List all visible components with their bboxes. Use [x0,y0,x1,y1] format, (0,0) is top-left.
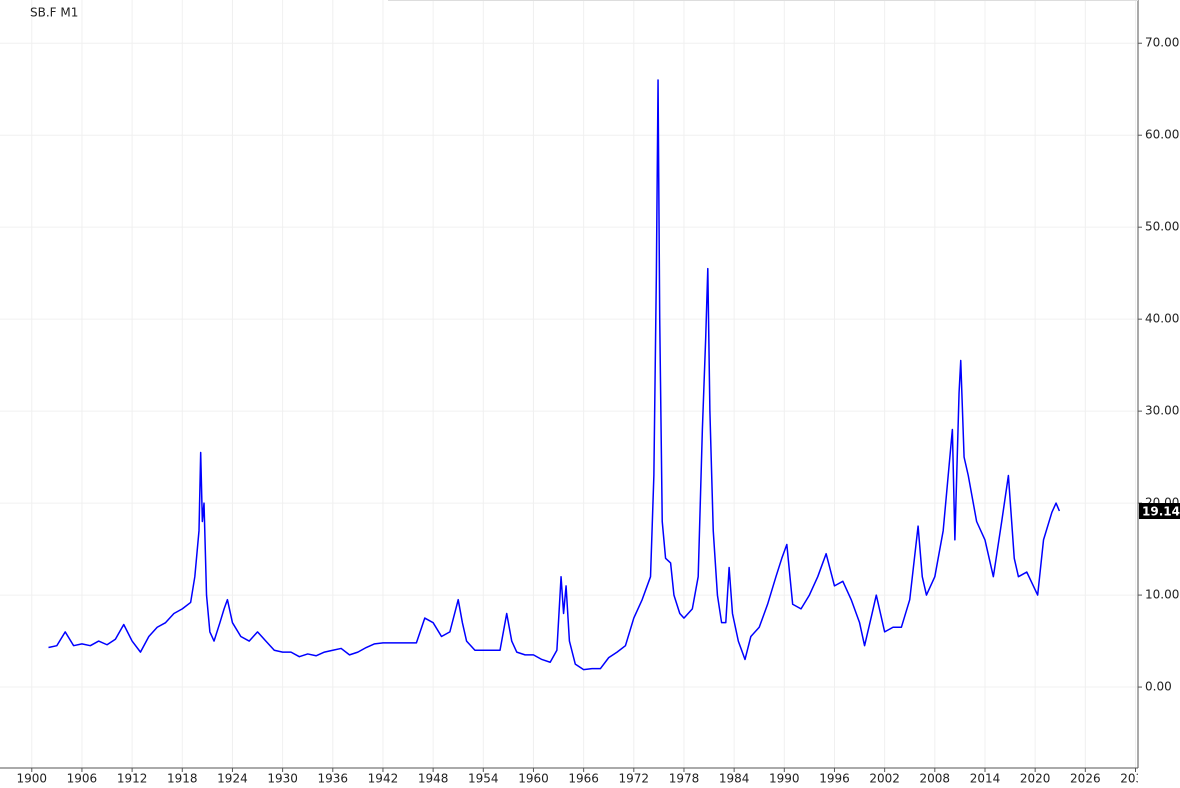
x-tick-label: 2014 [970,772,1001,786]
x-tick-label: 1918 [167,772,198,786]
x-tick-label: 1960 [518,772,549,786]
x-tick-label: 2032 [1120,772,1151,786]
y-tick-label: 10.00 [1145,588,1179,602]
x-tick-label: 1996 [819,772,850,786]
x-tick-label: 1984 [719,772,750,786]
x-tick-label: 1966 [568,772,599,786]
x-tick-label: 2026 [1070,772,1101,786]
x-tick-label: 1930 [267,772,298,786]
plot [48,79,1061,671]
price-line [48,79,1061,671]
x-tick-label: 2002 [869,772,900,786]
x-tick-label: 2020 [1020,772,1051,786]
grid [0,0,1138,768]
y-tick-label: 30.00 [1145,404,1179,418]
last-value-label: 19.14 [1142,505,1180,519]
x-tick-label: 1900 [17,772,48,786]
y-tick-label: 60.00 [1145,128,1179,142]
x-tick-label: 1936 [318,772,349,786]
x-tick-label: 1972 [619,772,650,786]
x-tick-label: 1948 [418,772,449,786]
x-tick-label: 1954 [468,772,499,786]
x-tick-label: 1990 [769,772,800,786]
x-axis-labels: 1900 1906 1912 1918 1924 1930 1936 1942 1948 1954… [17,772,1151,786]
y-tick-label: 40.00 [1145,312,1179,326]
x-tick-label: 1942 [368,772,399,786]
x-tick-label: 2008 [920,772,951,786]
y-tick-label: 0.00 [1145,680,1172,694]
y-tick-label: 50.00 [1145,220,1179,234]
chart-title: SB.F M1 [30,6,78,20]
x-tick-label: 1924 [217,772,248,786]
x-tick-label: 1978 [669,772,700,786]
x-tick-label: 1906 [67,772,98,786]
last-value-box [1139,503,1180,520]
y-tick-label: 70.00 [1145,36,1179,50]
x-tick-label: 1912 [117,772,148,786]
